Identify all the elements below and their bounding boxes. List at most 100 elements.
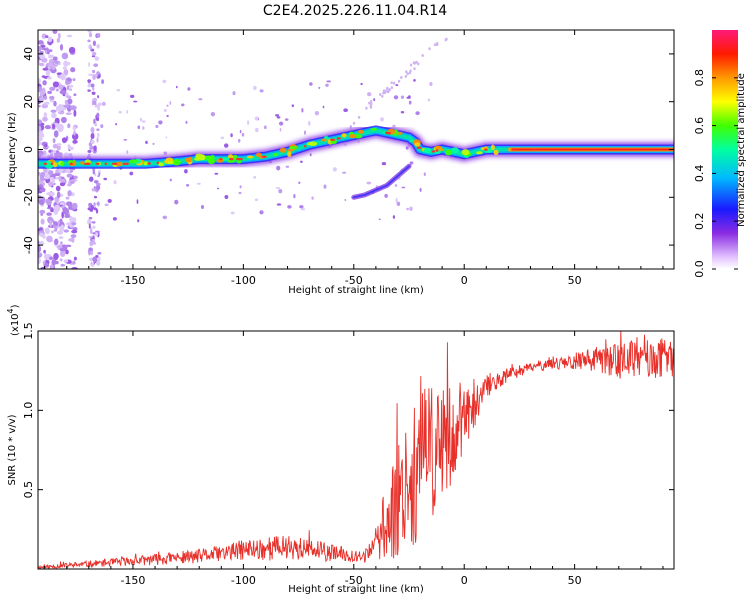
noise-speck xyxy=(357,115,361,119)
noise-speck xyxy=(57,124,64,133)
noise-speck xyxy=(73,93,77,97)
chart-title: C2E4.2025.226.11.04.R14 xyxy=(263,3,447,19)
ridge-blob xyxy=(60,161,65,167)
noise-speck xyxy=(326,80,331,83)
noise-speck xyxy=(44,227,50,235)
ridge-blob xyxy=(287,151,292,158)
ridge-blob xyxy=(158,162,164,167)
noise-speck xyxy=(186,184,190,187)
noise-speck xyxy=(38,40,44,45)
noise-speck xyxy=(60,250,66,258)
noise-speck xyxy=(71,202,78,210)
noise-speck xyxy=(70,180,75,184)
noise-speck xyxy=(45,35,49,38)
ridge-blob-red xyxy=(330,138,336,141)
noise-speck xyxy=(95,184,101,191)
noise-speck xyxy=(48,54,54,59)
noise-speck xyxy=(332,167,337,172)
noise-speck xyxy=(429,82,433,86)
snr-frame xyxy=(37,330,675,570)
noise-speck xyxy=(56,143,62,146)
ridge-blob xyxy=(423,147,432,154)
snr-series-line xyxy=(38,331,674,569)
noise-speck xyxy=(300,208,306,211)
noise-speck xyxy=(52,81,59,88)
noise-speck xyxy=(409,161,414,165)
noise-speck xyxy=(97,251,102,255)
ridge-blob xyxy=(461,149,470,156)
noise-speck xyxy=(65,112,72,116)
ridge-blob-red xyxy=(431,150,436,153)
spectrogram-ytick-label: 40 xyxy=(22,47,35,61)
noise-speck xyxy=(360,82,363,86)
noise-speck xyxy=(41,33,47,39)
noise-speck xyxy=(278,189,283,194)
noise-speck xyxy=(87,89,91,92)
noise-speck xyxy=(136,199,139,204)
spectrogram-xtick-label: -100 xyxy=(231,274,256,287)
noise-speck xyxy=(50,263,54,269)
noise-speck xyxy=(366,181,372,185)
noise-speck xyxy=(325,83,329,87)
noise-speck xyxy=(65,201,73,207)
noise-speck xyxy=(259,210,264,215)
noise-speck xyxy=(318,86,321,90)
snr-ytick-label: 1.5 xyxy=(22,322,35,340)
noise-speck xyxy=(90,139,95,145)
noise-speck xyxy=(61,137,68,143)
noise-speck xyxy=(90,236,93,242)
noise-speck xyxy=(96,137,99,143)
noise-speck xyxy=(95,208,99,214)
noise-speck xyxy=(92,87,95,91)
spectrogram-ytick-label: -40 xyxy=(22,236,35,254)
noise-speck xyxy=(60,241,63,245)
noise-speck xyxy=(93,118,96,124)
noise-speck xyxy=(90,126,95,133)
noise-speck xyxy=(93,63,99,68)
noise-speck xyxy=(142,126,145,130)
noise-speck xyxy=(200,205,205,209)
noise-speck xyxy=(404,74,408,78)
noise-speck xyxy=(413,67,416,71)
noise-speck xyxy=(94,56,100,61)
noise-speck xyxy=(73,175,78,180)
noise-speck xyxy=(255,127,259,133)
noise-speck xyxy=(284,118,289,121)
noise-speck xyxy=(247,120,250,125)
ridge-blob xyxy=(246,155,254,159)
spectrogram-ytick-label: -20 xyxy=(22,188,35,206)
noise-speck xyxy=(39,96,45,103)
noise-speck xyxy=(39,232,44,237)
noise-speck xyxy=(64,99,68,105)
noise-speck xyxy=(39,241,45,246)
noise-speck xyxy=(38,119,43,125)
colorbar-gradient xyxy=(712,30,738,269)
noise-speck xyxy=(187,87,191,91)
noise-speck xyxy=(47,90,53,95)
noise-speck xyxy=(66,173,73,178)
noise-speck xyxy=(39,53,46,60)
ridge-blob-red xyxy=(219,157,223,161)
noise-speck xyxy=(97,95,100,99)
noise-speck xyxy=(436,41,439,45)
noise-speck xyxy=(137,219,140,223)
noise-speck xyxy=(96,43,100,49)
noise-speck xyxy=(89,228,93,235)
noise-speck xyxy=(216,187,220,190)
noise-speck xyxy=(60,224,65,232)
ridge-blob xyxy=(348,134,357,139)
noise-speck xyxy=(49,191,55,197)
noise-speck xyxy=(427,98,431,102)
noise-speck xyxy=(56,145,61,151)
noise-speck xyxy=(91,51,97,56)
noise-speck xyxy=(73,109,77,117)
spectrogram-ytick-label: 0 xyxy=(22,146,35,153)
noise-speck xyxy=(67,98,73,105)
noise-speck xyxy=(52,56,58,61)
noise-speck xyxy=(59,258,63,262)
snr-panel: -150 -100 -50 0 50 0.5 1.0 1.5 Height of straig… xyxy=(6,304,675,595)
noise-speck xyxy=(55,88,59,92)
noise-speck xyxy=(91,262,94,268)
noise-speck xyxy=(89,176,94,182)
noise-speck xyxy=(43,95,48,100)
